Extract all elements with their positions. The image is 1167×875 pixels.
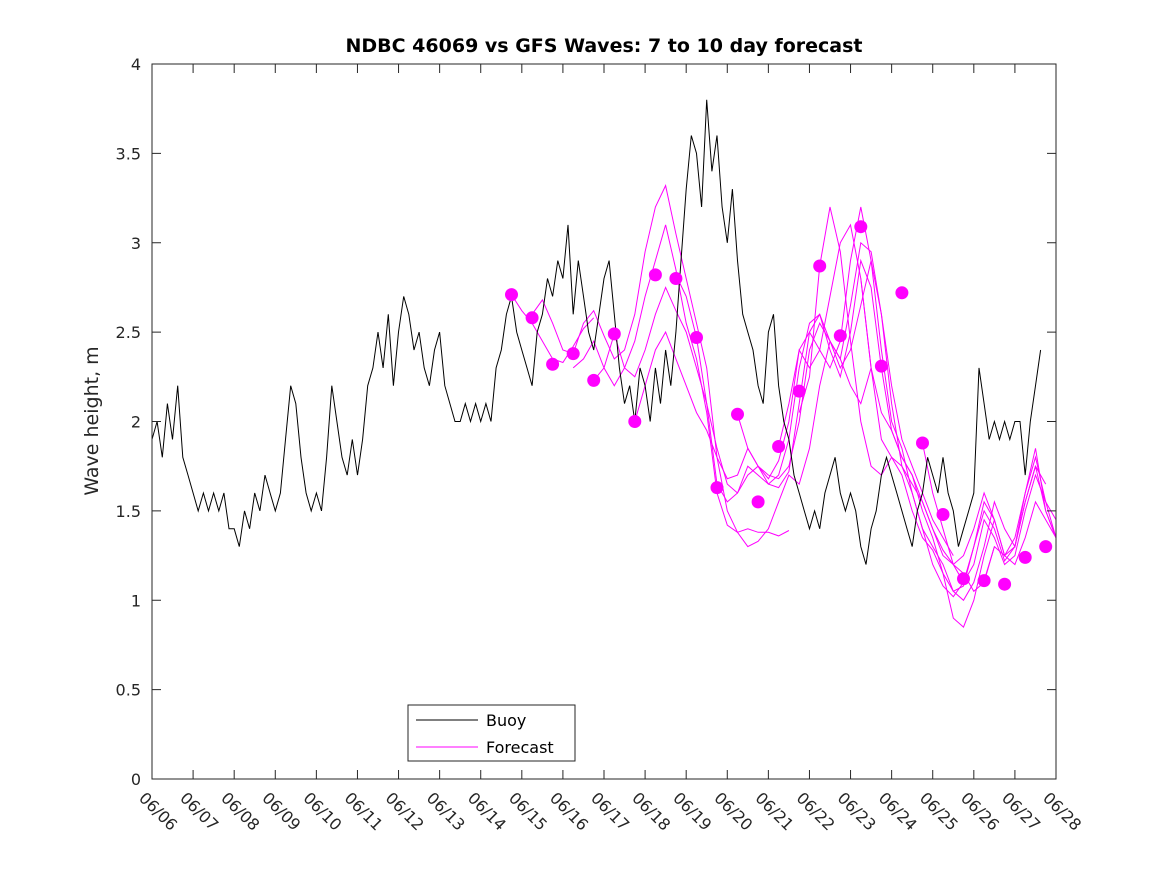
forecast-dot-12 — [751, 495, 765, 509]
forecast-dot-6 — [628, 415, 642, 428]
forecast-dot-13 — [772, 440, 786, 453]
forecast-run-line-5 — [675, 258, 995, 628]
y-tick-label: 1.5 — [116, 502, 141, 521]
y-tick-label: 2 — [131, 413, 141, 432]
forecast-dot-0 — [505, 288, 518, 302]
y-axis-label: Wave height, m — [81, 346, 103, 495]
forecast-dot-2 — [546, 357, 560, 371]
forecast-dot-21 — [936, 508, 950, 521]
y-tick-label: 0.5 — [116, 681, 141, 700]
forecast-run-line-6 — [737, 206, 1047, 602]
chart-title: NDBC 46069 vs GFS Waves: 7 to 10 day for… — [345, 35, 862, 57]
forecast-dot-4 — [587, 373, 601, 387]
chart-marks — [152, 99, 1056, 628]
forecast-dot-23 — [977, 574, 991, 588]
legend: Buoy Forecast — [407, 704, 576, 762]
forecast-dot-17 — [854, 220, 868, 234]
forecast-dot-11 — [731, 407, 744, 421]
forecast-dot-9 — [690, 331, 703, 344]
forecast-dot-26 — [1039, 540, 1053, 554]
legend-box — [407, 704, 576, 762]
forecast-dot-18 — [874, 359, 888, 373]
forecast-dot-15 — [813, 259, 827, 273]
forecast-dot-25 — [1018, 550, 1032, 564]
forecast-run-line-9 — [860, 278, 1056, 566]
forecast-dot-7 — [648, 268, 662, 282]
forecast-run-line-3 — [593, 260, 954, 556]
forecast-dot-20 — [916, 436, 929, 450]
forecast-run-line-7 — [778, 223, 1056, 592]
legend-buoy-label: Buoy — [486, 711, 526, 730]
forecast-dot-10 — [710, 481, 724, 495]
y-tick-label: 3.5 — [116, 144, 141, 163]
y-tick-label: 4 — [131, 55, 141, 74]
forecast-dot-16 — [833, 329, 847, 343]
forecast-dot-5 — [607, 327, 621, 341]
y-tick-label: 0 — [131, 770, 141, 789]
forecast-dot-19 — [895, 286, 909, 300]
plot-area — [152, 64, 1056, 779]
forecast-run-line-2 — [572, 224, 872, 548]
legend-forecast-label: Forecast — [486, 738, 554, 757]
forecast-dot-3 — [566, 347, 580, 361]
forecast-dot-1 — [525, 311, 539, 325]
y-tick-label: 3 — [131, 234, 141, 253]
y-tick-label: 2.5 — [116, 323, 141, 342]
forecast-dot-14 — [792, 384, 806, 398]
forecast-dot-22 — [957, 572, 970, 586]
forecast-dot-24 — [998, 577, 1012, 591]
forecast-run-line-8 — [798, 206, 1056, 598]
buoy-series-line — [152, 99, 1042, 565]
forecast-run-line-11 — [983, 500, 1056, 581]
y-tick-label: 1 — [131, 591, 141, 610]
forecast-dot-8 — [669, 272, 683, 285]
